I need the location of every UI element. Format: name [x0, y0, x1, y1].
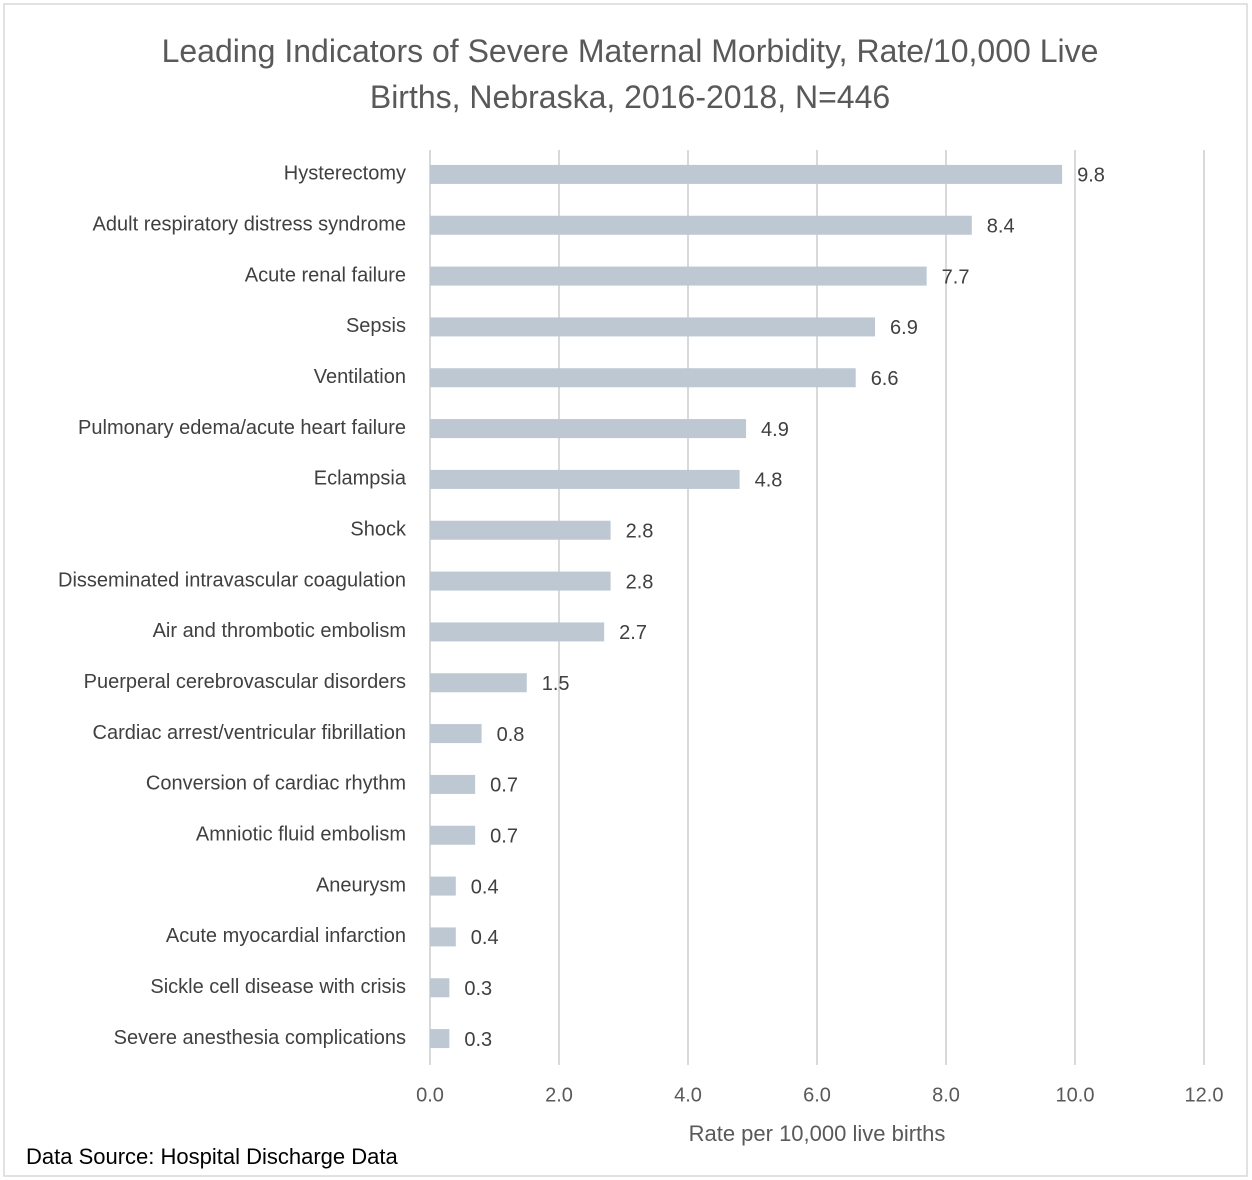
value-label: 9.8 — [1077, 165, 1105, 187]
x-axis-label: Rate per 10,000 live births — [689, 1121, 946, 1146]
x-tick-label: 10.0 — [1056, 1084, 1095, 1106]
bar — [430, 520, 611, 540]
bar — [430, 571, 611, 591]
value-label: 2.7 — [619, 622, 647, 644]
bar — [430, 978, 450, 998]
x-tick-label: 6.0 — [803, 1084, 831, 1106]
y-tick-label: Pulmonary edema/acute heart failure — [78, 417, 406, 439]
chart-title: Leading Indicators of Severe Maternal Mo… — [161, 33, 1099, 115]
value-label: 0.7 — [490, 775, 518, 797]
bar — [430, 164, 1063, 184]
source-note: Data Source: Hospital Discharge Data — [26, 1144, 398, 1169]
bar — [430, 215, 972, 235]
value-label: 4.8 — [755, 470, 783, 492]
y-tick-label: Sepsis — [346, 315, 406, 337]
bar — [430, 774, 476, 794]
bar — [430, 673, 527, 693]
value-label: 0.4 — [471, 876, 499, 898]
y-tick-label: Puerperal cerebrovascular disorders — [84, 671, 406, 693]
bar — [430, 469, 740, 489]
y-tick-label: Cardiac arrest/ventricular fibrillation — [93, 722, 406, 744]
y-tick-label: Aneurysm — [316, 874, 406, 896]
value-label: 0.7 — [490, 826, 518, 848]
x-tick-label: 2.0 — [545, 1084, 573, 1106]
value-label: 4.9 — [761, 419, 789, 441]
x-tick-label: 4.0 — [674, 1084, 702, 1106]
y-tick-label: Shock — [350, 519, 407, 541]
value-label: 0.3 — [464, 978, 492, 1000]
value-label: 7.7 — [942, 266, 970, 288]
value-label: 0.3 — [464, 1029, 492, 1051]
bar — [430, 368, 856, 388]
y-tick-label: Acute renal failure — [245, 264, 406, 286]
y-tick-label: Severe anesthesia complications — [114, 1027, 406, 1049]
bar — [430, 419, 747, 439]
y-tick-label: Hysterectomy — [284, 163, 406, 185]
y-tick-label: Amniotic fluid embolism — [196, 824, 406, 846]
value-label: 8.4 — [987, 216, 1015, 238]
y-tick-label: Air and thrombotic embolism — [153, 620, 406, 642]
value-label: 2.8 — [626, 521, 654, 543]
y-tick-label: Adult respiratory distress syndrome — [93, 214, 406, 236]
bar — [430, 266, 927, 286]
value-label: 0.8 — [497, 724, 525, 746]
y-tick-label: Disseminated intravascular coagulation — [58, 569, 406, 591]
bar — [430, 1029, 450, 1049]
y-tick-label: Ventilation — [314, 366, 406, 388]
value-label: 1.5 — [542, 673, 570, 695]
x-tick-label: 12.0 — [1185, 1084, 1224, 1106]
bar — [430, 876, 456, 896]
x-tick-label: 0.0 — [416, 1084, 444, 1106]
bar — [430, 825, 476, 845]
frame — [3, 3, 1248, 1177]
value-label: 0.4 — [471, 927, 499, 949]
y-tick-label: Acute myocardial infarction — [166, 925, 406, 947]
value-label: 6.9 — [890, 317, 918, 339]
x-tick-label: 8.0 — [932, 1084, 960, 1106]
value-label: 6.6 — [871, 368, 899, 390]
y-tick-label: Conversion of cardiac rhythm — [146, 773, 406, 795]
bar — [430, 724, 482, 744]
bar — [430, 927, 456, 947]
bar — [430, 317, 876, 337]
value-label: 2.8 — [626, 571, 654, 593]
y-tick-label: Sickle cell disease with crisis — [150, 976, 406, 998]
y-tick-label: Eclampsia — [314, 468, 407, 490]
bar — [430, 622, 605, 642]
